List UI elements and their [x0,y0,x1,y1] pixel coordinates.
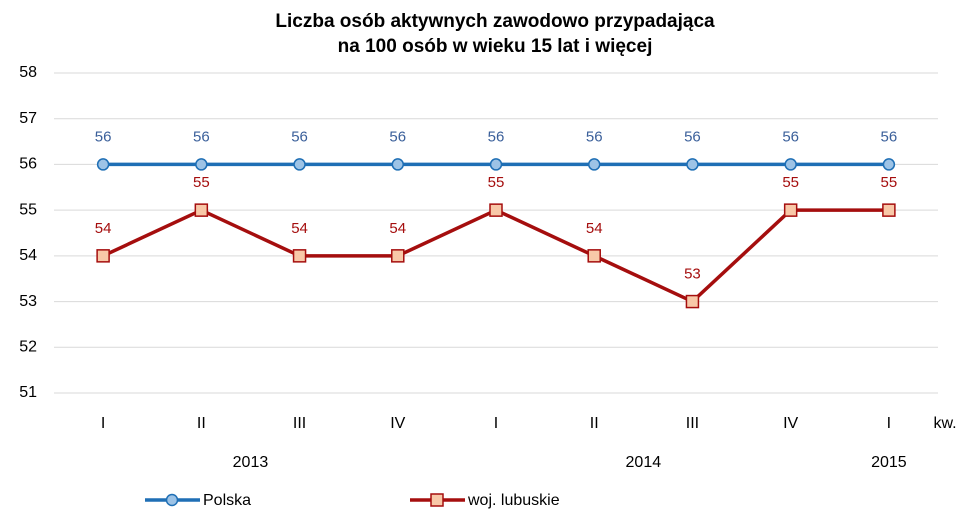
y-tick-label: 56 [19,156,37,173]
x-tick-label: I [887,415,891,432]
data-label: 54 [95,220,112,237]
data-label: 56 [291,128,308,145]
x-unit-label: kw. [933,415,956,432]
x-tick-label: III [293,415,306,432]
x-tick-label: III [686,415,699,432]
data-label: 56 [193,128,210,145]
x-tick-label: IV [390,415,405,432]
x-group-label: 2014 [626,454,662,471]
chart-title: na 100 osób w wieku 15 lat i więcej [338,36,653,57]
legend-label: woj. lubuskie [467,492,560,509]
data-label: 56 [881,128,898,145]
data-label: 54 [291,220,308,237]
y-tick-label: 51 [19,384,37,401]
data-label: 56 [95,128,112,145]
y-tick-label: 52 [19,339,37,356]
data-point [391,158,405,171]
y-tick-label: 54 [19,247,37,264]
data-point [293,158,306,171]
data-point [882,203,896,217]
data-point [783,203,798,217]
data-point [489,203,503,217]
y-tick-label: 57 [19,110,37,127]
x-tick-label: IV [783,415,798,432]
data-label: 55 [193,174,210,191]
data-point [96,249,110,263]
data-label: 56 [389,128,406,145]
data-point [784,158,797,171]
data-label: 56 [586,128,603,145]
data-point [391,249,405,263]
data-label: 55 [782,174,799,191]
data-point [587,158,601,171]
x-tick-label: II [197,415,206,432]
data-point [882,158,896,171]
y-tick-label: 55 [19,201,37,218]
legend-marker [165,493,179,507]
data-point [587,249,601,263]
x-group-label: 2013 [233,454,269,471]
data-point [292,249,307,263]
chart-title: Liczba osób aktywnych zawodowo przypadaj… [275,11,715,32]
data-label: 55 [488,174,505,191]
legend-marker [430,493,444,507]
x-tick-label: II [590,415,599,432]
y-tick-label: 58 [19,64,37,81]
data-label: 54 [389,220,406,237]
data-point [489,158,503,171]
y-tick-label: 53 [19,293,37,310]
data-point [96,158,110,171]
x-tick-label: I [101,415,105,432]
data-label: 56 [684,128,701,145]
data-label: 55 [881,174,898,191]
x-tick-label: I [494,415,498,432]
data-label: 56 [488,128,505,145]
data-label: 53 [684,266,701,283]
legend-label: Polska [203,492,251,509]
x-group-label: 2015 [871,454,907,471]
data-point [194,203,209,217]
data-label: 54 [586,220,603,237]
data-point [686,158,699,171]
data-point [685,294,700,309]
data-label: 56 [782,128,799,145]
data-point [195,158,208,171]
